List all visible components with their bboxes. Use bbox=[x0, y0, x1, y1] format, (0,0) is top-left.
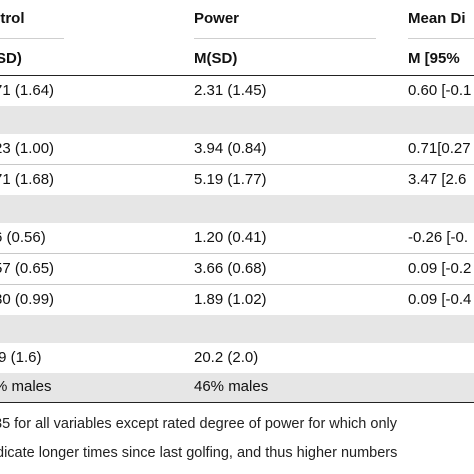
cell-mean-diff: 3.47 [2.6 bbox=[408, 171, 467, 188]
cell-mean-diff: 0.71[0.27 bbox=[408, 140, 471, 157]
header-control: ontrol bbox=[0, 10, 25, 27]
row-divider bbox=[0, 164, 474, 165]
subheader-power: M(SD) bbox=[194, 50, 238, 67]
cell-control: 6 (0.56) bbox=[0, 229, 46, 246]
cell-power: 1.89 (1.02) bbox=[194, 291, 267, 308]
footnote-line-2: dicate longer times since last golfing, … bbox=[0, 445, 398, 461]
table-row: 6 (0.56) 1.20 (0.41) -0.26 [-0. bbox=[0, 223, 474, 253]
row-divider bbox=[0, 284, 474, 285]
cell-power: 3.94 (0.84) bbox=[194, 140, 267, 157]
table-row: 71 (1.64) 2.31 (1.45) 0.60 [-0.1 bbox=[0, 76, 474, 106]
cell-power: 20.2 (2.0) bbox=[194, 349, 259, 366]
cell-power: 1.20 (0.41) bbox=[194, 229, 267, 246]
header-mean-diff: Mean Di bbox=[408, 10, 466, 27]
cell-control: 57 (0.65) bbox=[0, 260, 55, 277]
cell-mean-diff: 0.60 [-0.1 bbox=[408, 82, 472, 99]
cell-control: 71 (1.64) bbox=[0, 82, 55, 99]
table-row-shaded bbox=[0, 315, 474, 343]
table-row-shaded: % males 46% males bbox=[0, 373, 474, 402]
table-bottom-rule bbox=[0, 402, 474, 403]
subheader-mean-diff: M [95% bbox=[408, 50, 460, 67]
cell-control: 30 (0.99) bbox=[0, 291, 55, 308]
header-underline-mean-diff bbox=[408, 38, 474, 39]
cell-mean-diff: -0.26 [-0. bbox=[408, 229, 469, 246]
table-row: .9 (1.6) 20.2 (2.0) bbox=[0, 343, 474, 373]
subheader-control: SD) bbox=[0, 50, 22, 67]
row-divider bbox=[0, 253, 474, 254]
cell-power: 2.31 (1.45) bbox=[194, 82, 267, 99]
table-row: 71 (1.68) 5.19 (1.77) 3.47 [2.6 bbox=[0, 165, 474, 195]
cell-power: 3.66 (0.68) bbox=[194, 260, 267, 277]
cell-control: .9 (1.6) bbox=[0, 349, 42, 366]
header-power: Power bbox=[194, 10, 240, 27]
cell-power: 5.19 (1.77) bbox=[194, 171, 267, 188]
table-row: 30 (0.99) 1.89 (1.02) 0.09 [-0.4 bbox=[0, 285, 474, 315]
table-row: 57 (0.65) 3.66 (0.68) 0.09 [-0.2 bbox=[0, 254, 474, 284]
cell-power: 46% males bbox=[194, 378, 269, 395]
header-underline-control bbox=[0, 38, 64, 39]
table-row: 23 (1.00) 3.94 (0.84) 0.71[0.27 bbox=[0, 134, 474, 164]
cell-control: 71 (1.68) bbox=[0, 171, 55, 188]
cell-control: % males bbox=[0, 378, 52, 395]
footnote-line-1: 35 for all variables except rated degree… bbox=[0, 416, 397, 432]
table-row-shaded bbox=[0, 195, 474, 223]
header-bottom-rule bbox=[0, 75, 474, 76]
cell-mean-diff: 0.09 [-0.4 bbox=[408, 291, 472, 308]
cell-mean-diff: 0.09 [-0.2 bbox=[408, 260, 472, 277]
header-underline-power bbox=[194, 38, 376, 39]
table-row-shaded bbox=[0, 106, 474, 134]
cell-control: 23 (1.00) bbox=[0, 140, 55, 157]
